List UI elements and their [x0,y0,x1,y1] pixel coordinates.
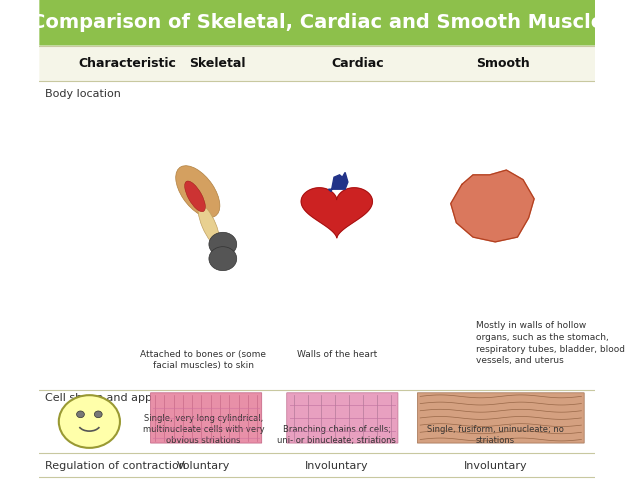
Text: Voluntary: Voluntary [177,461,230,471]
Polygon shape [301,188,373,238]
FancyBboxPatch shape [286,393,398,443]
Text: Cell shape and appearance: Cell shape and appearance [45,393,197,403]
Text: Single, fusiform, uninucleate; no
striations: Single, fusiform, uninucleate; no striat… [427,425,563,445]
Text: Skeletal: Skeletal [189,57,246,70]
Text: Cardiac: Cardiac [331,57,384,70]
Text: Mostly in walls of hollow
organs, such as the stomach,
respiratory tubes, bladde: Mostly in walls of hollow organs, such a… [476,321,625,365]
FancyBboxPatch shape [151,393,262,443]
Circle shape [77,411,84,418]
Text: Involuntary: Involuntary [305,461,369,471]
FancyBboxPatch shape [40,46,595,81]
Polygon shape [329,172,348,192]
Text: Comparison of Skeletal, Cardiac and Smooth Muscle: Comparison of Skeletal, Cardiac and Smoo… [31,13,604,32]
Circle shape [209,247,237,271]
Text: Single, very long cylindrical,
multinucleate cells with very
obvious striations: Single, very long cylindrical, multinucl… [142,414,264,445]
FancyBboxPatch shape [417,393,584,443]
Text: Body location: Body location [45,89,121,99]
Text: Branching chains of cells;
uni- or binucleate; striations: Branching chains of cells; uni- or binuc… [278,425,396,445]
Ellipse shape [184,181,205,212]
Text: Smooth: Smooth [476,57,530,70]
Circle shape [209,232,237,256]
Ellipse shape [198,205,219,246]
Text: Walls of the heart: Walls of the heart [297,350,377,359]
Text: Regulation of contraction: Regulation of contraction [45,461,186,471]
Circle shape [59,395,120,448]
Text: Involuntary: Involuntary [463,461,527,471]
Text: Attached to bones or (some
facial muscles) to skin: Attached to bones or (some facial muscle… [140,350,266,370]
Circle shape [94,411,102,418]
FancyBboxPatch shape [40,0,595,46]
Polygon shape [451,170,534,242]
Text: Characteristic: Characteristic [78,57,176,70]
Ellipse shape [175,166,220,217]
